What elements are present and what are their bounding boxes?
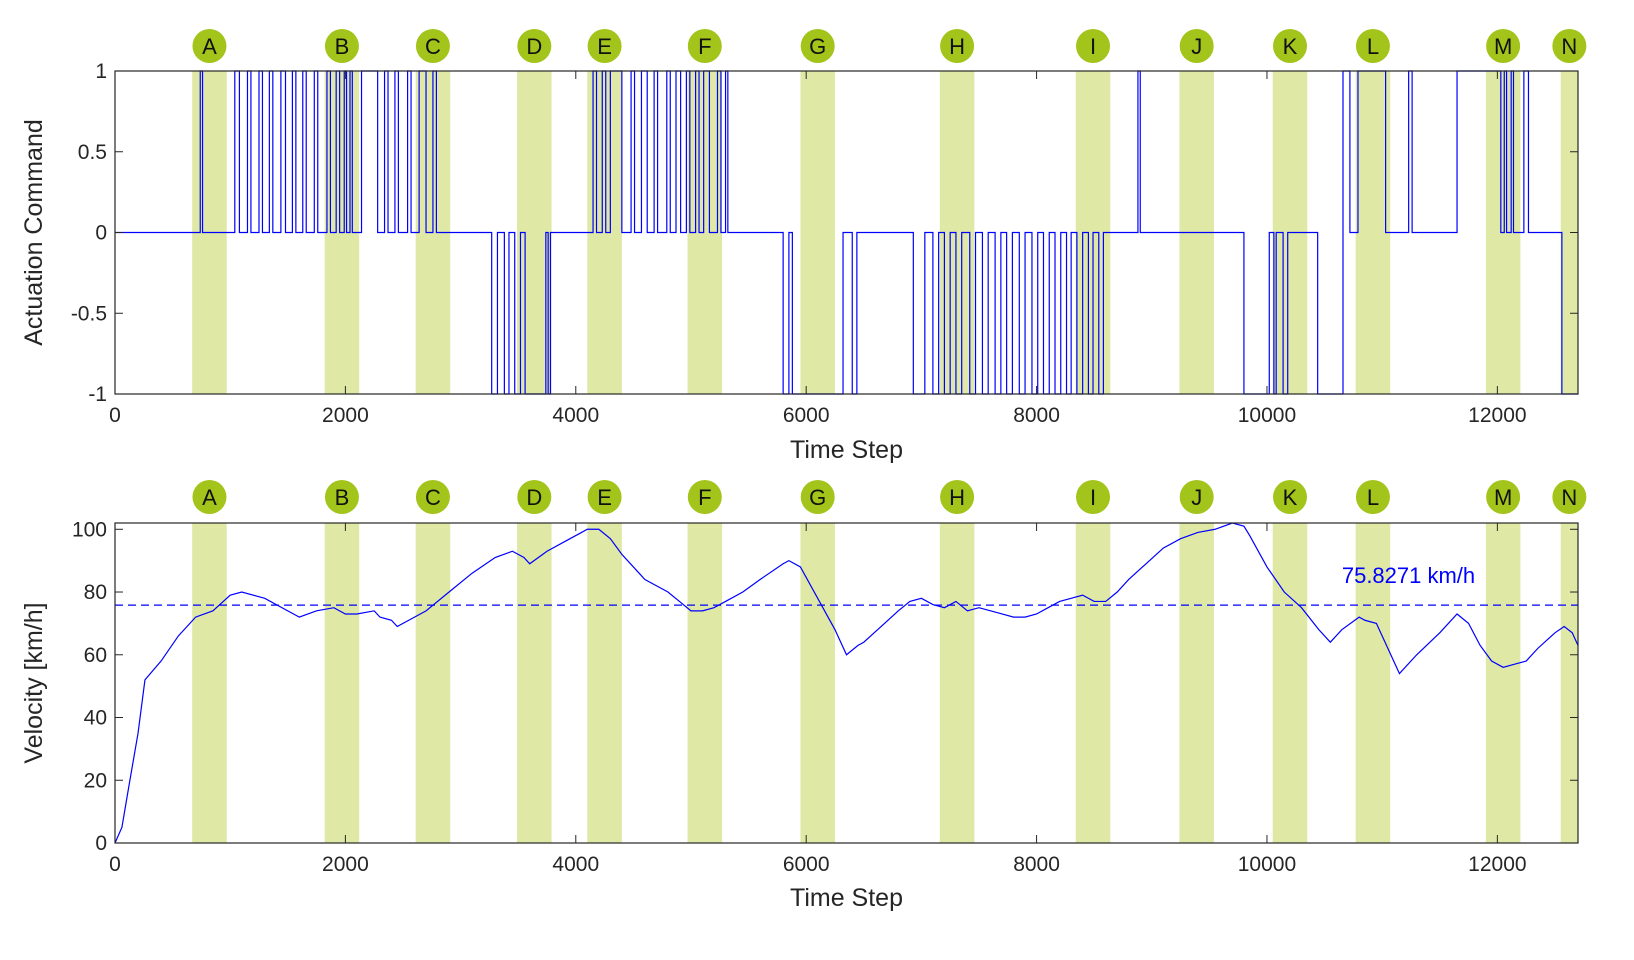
reference-line-label: 75.8271 km/h (1342, 563, 1475, 588)
x-tick-label: 4000 (552, 404, 599, 427)
region-marker-label: E (597, 34, 612, 59)
region-band (800, 71, 835, 394)
x-tick-label: 2000 (322, 404, 369, 427)
x-axis-label: Time Step (790, 884, 903, 912)
x-tick-label: 8000 (1013, 404, 1060, 427)
y-tick-label: 0 (95, 832, 107, 855)
y-tick-label: 1 (95, 60, 107, 83)
y-tick-label: 40 (84, 707, 107, 730)
x-tick-label: 6000 (783, 404, 830, 427)
x-tick-label: 0 (109, 853, 121, 876)
region-band (800, 523, 835, 843)
region-band (192, 523, 227, 843)
region-marker-label: J (1191, 485, 1202, 510)
y-tick-label: 80 (84, 581, 107, 604)
x-tick-label: 0 (109, 404, 121, 427)
region-band (325, 523, 360, 843)
region-marker-label: G (809, 485, 826, 510)
region-marker-label: D (526, 34, 542, 59)
region-band (1076, 523, 1111, 843)
x-tick-label: 12000 (1468, 853, 1526, 876)
velocity-plot: A B C D E F G H I J K L M N 75.8271 km/h 0 2000 4000 6000 8… (20, 480, 1586, 912)
region-band (940, 523, 975, 843)
region-marker-label: I (1090, 485, 1096, 510)
x-tick-label: 4000 (552, 853, 599, 876)
region-marker-label: C (425, 34, 441, 59)
region-marker-label: G (809, 34, 826, 59)
region-marker-label: L (1367, 485, 1379, 510)
x-tick-label: 6000 (783, 853, 830, 876)
region-marker-label: I (1090, 34, 1096, 59)
region-marker-label: C (425, 485, 441, 510)
region-marker-label: M (1494, 34, 1512, 59)
y-tick-label: 0 (95, 222, 107, 245)
region-marker-label: B (335, 34, 350, 59)
x-tick-label: 12000 (1468, 404, 1526, 427)
region-marker-label: A (202, 485, 217, 510)
region-marker-label: D (526, 485, 542, 510)
region-band (517, 523, 552, 843)
x-tick-label: 2000 (322, 853, 369, 876)
region-marker-label: K (1283, 34, 1298, 59)
x-tick-label: 10000 (1238, 853, 1296, 876)
region-marker-label: N (1561, 34, 1577, 59)
x-tick-label: 10000 (1238, 404, 1296, 427)
region-band (1179, 523, 1214, 843)
y-tick-label: 60 (84, 644, 107, 667)
region-marker-label: F (698, 485, 711, 510)
region-marker-label: J (1191, 34, 1202, 59)
y-tick-label: -0.5 (71, 302, 107, 325)
region-band (416, 523, 451, 843)
x-tick-label: 8000 (1013, 853, 1060, 876)
region-band (587, 523, 622, 843)
region-marker-label: F (698, 34, 711, 59)
region-marker-label: B (335, 485, 350, 510)
x-axis-label: Time Step (790, 436, 903, 464)
region-marker-label: K (1283, 485, 1298, 510)
region-marker-label: H (949, 34, 965, 59)
y-tick-label: 100 (72, 518, 107, 541)
region-band (1561, 523, 1578, 843)
region-marker-label: N (1561, 485, 1577, 510)
region-band (1486, 523, 1521, 843)
y-tick-label: -1 (88, 383, 107, 406)
actuation-command-plot: A B C D E F G H I J K L M N 0 2000 4000 6000 8000 10000 1200… (20, 29, 1586, 464)
region-marker-label: E (597, 485, 612, 510)
region-marker-label: L (1367, 34, 1379, 59)
y-tick-label: 20 (84, 769, 107, 792)
region-band (688, 523, 723, 843)
y-axis-label: Velocity [km/h] (20, 602, 48, 763)
y-axis-label: Actuation Command (20, 119, 48, 346)
region-marker-label: A (202, 34, 217, 59)
y-tick-label: 0.5 (78, 141, 107, 164)
region-marker-label: M (1494, 485, 1512, 510)
region-band (1273, 523, 1308, 843)
region-marker-label: H (949, 485, 965, 510)
